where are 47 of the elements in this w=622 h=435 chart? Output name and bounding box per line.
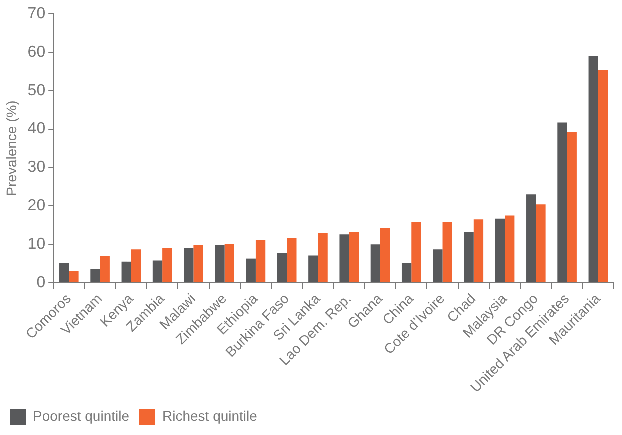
bar (495, 218, 506, 283)
y-tick-label: 70 (28, 5, 46, 22)
bar (152, 260, 163, 283)
bar (224, 244, 234, 283)
bar (474, 220, 484, 283)
bar (442, 222, 452, 283)
bar (184, 248, 194, 283)
y-tick-label: 30 (28, 159, 46, 176)
bar (277, 253, 288, 283)
legend-label: Richest quintile (162, 408, 258, 424)
bar (526, 194, 536, 283)
bar (370, 244, 380, 283)
y-tick-label: 20 (28, 198, 46, 215)
bar (349, 232, 360, 283)
bar (505, 216, 515, 283)
y-tick-label: 10 (28, 236, 46, 254)
bar (433, 250, 443, 283)
bar (162, 248, 172, 283)
bar (256, 240, 266, 283)
bar (598, 70, 608, 283)
bar (567, 132, 577, 283)
bar (558, 122, 568, 283)
bar (90, 269, 100, 283)
bar (69, 271, 79, 283)
bar (464, 232, 474, 283)
legend-label: Poorest quintile (33, 408, 130, 424)
bar (287, 238, 297, 283)
bar (194, 245, 204, 283)
bar (380, 228, 390, 283)
bar (122, 262, 132, 283)
y-axis-title: Prevalence (%) (3, 100, 20, 196)
bar (588, 56, 598, 283)
bar (536, 204, 546, 283)
y-tick-label: 50 (28, 82, 46, 100)
y-tick-label: 0 (36, 274, 46, 292)
bar (100, 256, 110, 283)
bar (60, 263, 70, 283)
bar (131, 250, 142, 283)
bar (402, 263, 412, 283)
bar (412, 222, 422, 283)
bar (246, 258, 256, 283)
bar (215, 245, 225, 283)
bar (318, 233, 328, 283)
y-tick-label: 60 (28, 44, 46, 61)
bar (308, 256, 318, 283)
bar (340, 234, 350, 283)
y-tick-label: 40 (28, 120, 46, 138)
